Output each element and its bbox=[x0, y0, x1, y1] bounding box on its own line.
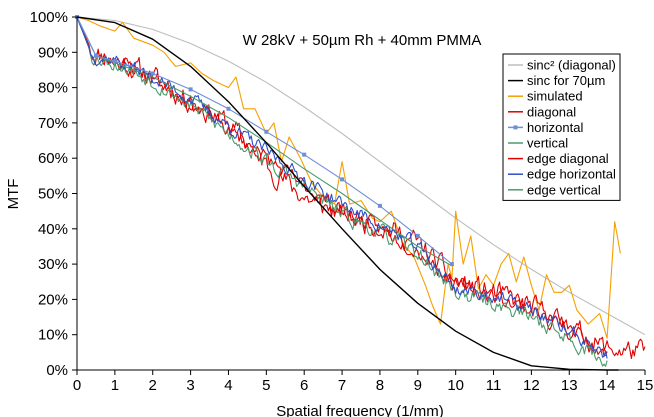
y-tick-label: 40% bbox=[38, 221, 68, 238]
x-tick-label: 6 bbox=[300, 377, 308, 394]
x-tick-label: 10 bbox=[447, 377, 464, 394]
y-tick-label: 30% bbox=[38, 256, 68, 273]
horizontal-point bbox=[93, 53, 98, 58]
horizontal-point bbox=[226, 106, 231, 111]
x-tick-label: 12 bbox=[523, 377, 540, 394]
y-tick-label: 50% bbox=[38, 186, 68, 203]
legend-label: diagonal bbox=[527, 104, 576, 119]
axes-layer: 0 1 2 3 4 5 6 7 8 9 10 11 12 13 14 150%10%20%30%40%50%6… bbox=[30, 9, 654, 394]
horizontal-point bbox=[112, 59, 117, 64]
legend-label: edge diagonal bbox=[527, 151, 609, 166]
horizontal-point bbox=[302, 152, 307, 157]
legend-label: sinc² (diagonal) bbox=[527, 58, 616, 73]
series-line-edge-vertical bbox=[76, 16, 608, 367]
legend-label: sinc for 70µm bbox=[527, 73, 605, 88]
x-tick-label: 7 bbox=[338, 377, 346, 394]
y-tick-label: 80% bbox=[38, 80, 68, 97]
y-tick-label: 70% bbox=[38, 115, 68, 132]
legend-marker bbox=[513, 125, 518, 130]
y-tick-label: 90% bbox=[38, 44, 68, 61]
horizontal-point bbox=[377, 203, 382, 208]
x-tick-label: 9 bbox=[414, 377, 422, 394]
y-tick-label: 60% bbox=[38, 150, 68, 167]
horizontal-point bbox=[415, 233, 420, 238]
series-line-simulated bbox=[76, 16, 621, 339]
series-line-edge-diagonal bbox=[76, 16, 608, 357]
series-line-sinc-diagonal- bbox=[76, 16, 646, 336]
y-tick-label: 100% bbox=[30, 9, 68, 26]
horizontal-point bbox=[150, 71, 155, 76]
legend-label: horizontal bbox=[527, 120, 583, 135]
legend: sinc² (diagonal)sinc for 70µmsimulateddi… bbox=[502, 53, 621, 201]
series-line-sinc-for-70-m bbox=[76, 16, 619, 371]
x-tick-label: 2 bbox=[149, 377, 157, 394]
horizontal-point bbox=[340, 177, 345, 182]
legend-label: vertical bbox=[527, 136, 568, 151]
horizontal-point bbox=[449, 262, 454, 267]
y-axis-title: MTF bbox=[5, 179, 22, 210]
x-tick-label: 5 bbox=[262, 377, 270, 394]
y-tick-label: 10% bbox=[38, 327, 68, 344]
x-tick-label: 15 bbox=[637, 377, 654, 394]
x-tick-label: 1 bbox=[111, 377, 119, 394]
x-tick-label: 11 bbox=[486, 377, 502, 394]
y-tick-label: 0% bbox=[46, 362, 68, 379]
series-line-horizontal bbox=[76, 16, 453, 265]
y-tick-label: 20% bbox=[38, 291, 68, 308]
x-tick-label: 8 bbox=[376, 377, 384, 394]
legend-label: edge vertical bbox=[527, 182, 601, 197]
horizontal-point bbox=[188, 87, 193, 92]
x-tick-label: 0 bbox=[73, 377, 81, 394]
series-line-vertical bbox=[76, 16, 453, 267]
x-axis-title: Spatial frequency (1/mm) bbox=[276, 403, 444, 417]
legend-label: edge horizontal bbox=[527, 167, 616, 182]
chart-title: W 28kV + 50µm Rh + 40mm PMMA bbox=[243, 32, 482, 49]
x-tick-label: 13 bbox=[561, 377, 578, 394]
x-tick-label: 4 bbox=[224, 377, 232, 394]
horizontal-point bbox=[264, 129, 269, 134]
x-tick-label: 3 bbox=[186, 377, 194, 394]
x-tick-label: 14 bbox=[599, 377, 616, 394]
legend-label: simulated bbox=[527, 89, 583, 104]
